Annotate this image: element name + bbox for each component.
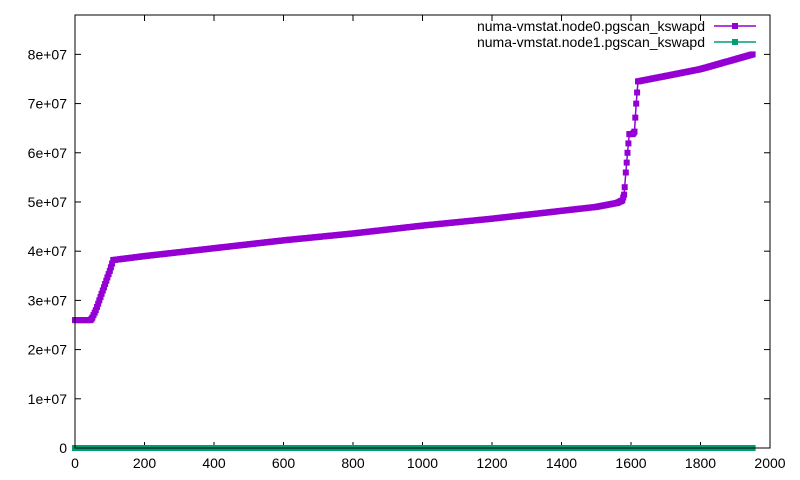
y-tick-label: 4e+07 [28, 243, 68, 259]
data-point [92, 307, 99, 314]
data-point [622, 169, 629, 176]
data-point [621, 191, 628, 198]
y-tick-label: 6e+07 [28, 145, 68, 161]
data-point [94, 303, 100, 310]
x-tick-label: 1600 [615, 455, 646, 471]
data-point [103, 277, 110, 284]
y-tick-label: 2e+07 [28, 342, 68, 358]
data-point [625, 140, 632, 147]
data-point [98, 290, 105, 297]
y-tick-label: 8e+07 [28, 46, 68, 62]
data-point [102, 281, 109, 287]
data-point [97, 294, 104, 301]
data-point [96, 297, 103, 304]
data-point [109, 260, 116, 267]
legend-label: numa-vmstat.node0.pgscan_kswapd [477, 18, 705, 34]
data-point [106, 267, 113, 274]
y-tick-label: 0 [59, 440, 67, 456]
data-point [104, 274, 111, 281]
data-point [621, 184, 628, 191]
data-point [633, 100, 640, 107]
data-point [749, 51, 756, 58]
x-axis-ticks: 0 200 400 600 800 1000 1200 1400 1600 1800 2000 [71, 15, 786, 471]
x-tick-label: 1400 [546, 455, 577, 471]
y-tick-label: 5e+07 [28, 194, 68, 210]
plot-frame [74, 14, 771, 449]
data-point [624, 149, 631, 156]
legend-swatch-marker [732, 39, 738, 45]
data-point [105, 271, 112, 278]
y-tick-label: 3e+07 [28, 292, 68, 308]
x-tick-label: 0 [71, 455, 79, 471]
y-axis-ticks: 0 1e+07 2e+07 3e+07 4e+07 5e+07 6e+07 7e+07 8e+0… [28, 46, 770, 456]
data-point [99, 287, 106, 294]
legend-label: numa-vmstat.node1.pgscan_kswapd [477, 34, 705, 50]
data-point [623, 159, 630, 166]
x-tick-label: 2000 [754, 455, 785, 471]
x-tick-label: 400 [202, 455, 226, 471]
x-tick-label: 200 [133, 455, 157, 471]
x-tick-label: 1000 [407, 455, 438, 471]
x-tick-label: 1800 [685, 455, 716, 471]
y-tick-label: 7e+07 [28, 96, 68, 112]
legend-swatch-marker [732, 23, 738, 29]
series-0 [72, 51, 756, 324]
data-point [107, 264, 114, 271]
data-point [634, 89, 641, 96]
data-point [95, 300, 102, 307]
x-tick-label: 800 [341, 455, 365, 471]
data-point [631, 128, 638, 135]
series-line [75, 53, 753, 321]
x-tick-label: 1200 [476, 455, 507, 471]
series-layer [72, 51, 756, 451]
y-tick-label: 1e+07 [28, 391, 68, 407]
data-point [632, 114, 639, 121]
x-tick-label: 600 [272, 455, 296, 471]
legend: numa-vmstat.node0.pgscan_kswapdnuma-vmst… [477, 18, 756, 50]
data-point [101, 284, 107, 291]
